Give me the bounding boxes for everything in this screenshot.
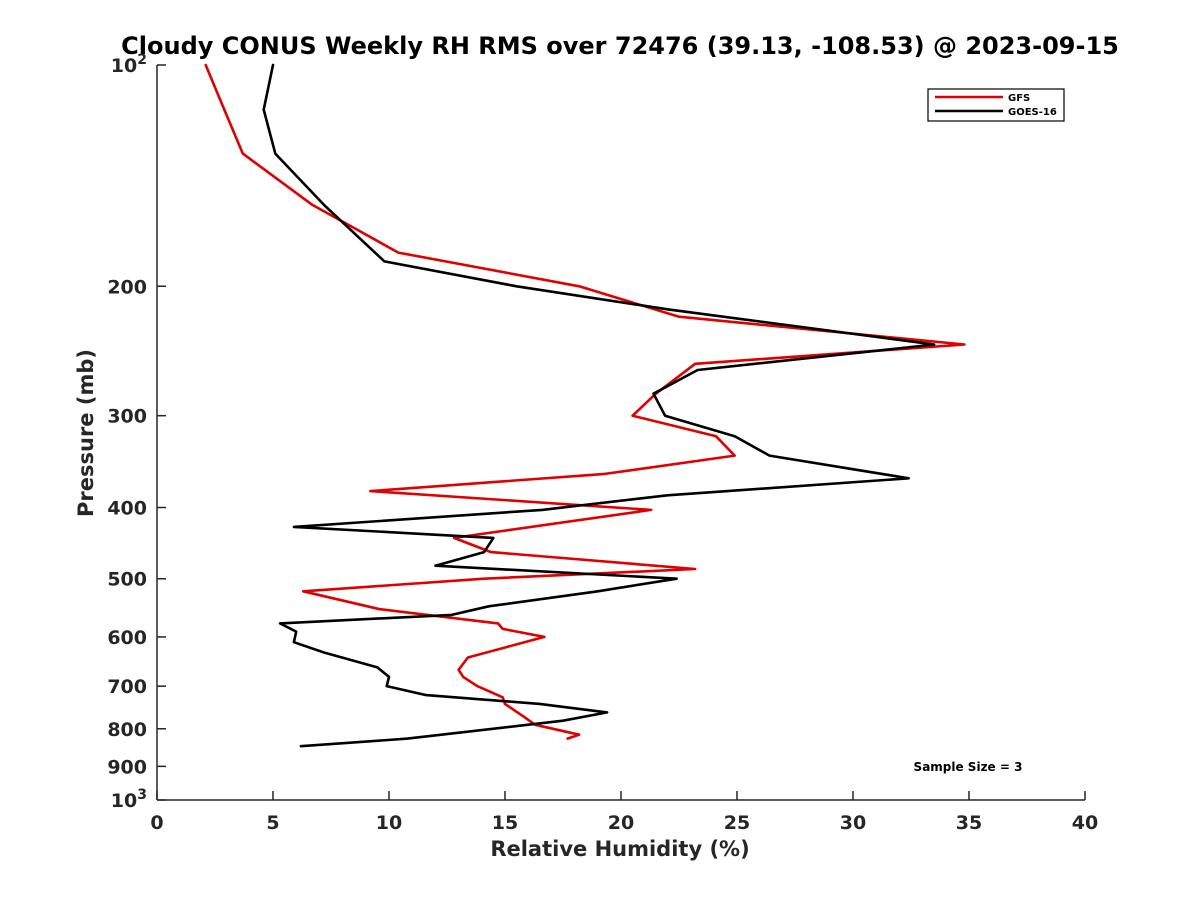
legend-box [927, 88, 1065, 122]
legend: GFS GOES-16 [927, 88, 1065, 122]
y-tick-label: 102 [111, 52, 147, 77]
x-tick-label: 0 [150, 812, 163, 834]
x-tick-label: 40 [1072, 812, 1098, 834]
y-tick-label: 200 [107, 276, 147, 298]
series-lines [204, 63, 966, 748]
y-tick-label: 300 [107, 406, 147, 428]
legend-label: GFS [1008, 93, 1030, 104]
y-tick-label: 900 [107, 756, 147, 778]
y-tick-label: 103 [111, 787, 147, 812]
x-tick-label: 25 [724, 812, 750, 834]
x-tick-label: 30 [840, 812, 866, 834]
x-axis-ticks: 0 5 10 15 20 25 30 35 40 [150, 791, 1098, 834]
series-line-gfs [204, 63, 966, 740]
legend-label: GOES-16 [1008, 107, 1057, 118]
y-tick-label: 600 [107, 627, 147, 649]
y-tick-label: 800 [107, 719, 147, 741]
x-tick-label: 15 [492, 812, 518, 834]
x-tick-label: 20 [608, 812, 634, 834]
y-axis-label: Pressure (mb) [74, 349, 98, 517]
y-tick-label: 500 [107, 569, 147, 591]
x-tick-label: 35 [956, 812, 982, 834]
y-tick-label: 700 [107, 676, 147, 698]
x-tick-label: 5 [266, 812, 279, 834]
x-axis-label: Relative Humidity (%) [490, 837, 749, 861]
x-tick-label: 10 [376, 812, 402, 834]
y-tick-label: 400 [107, 498, 147, 520]
y-tick-label-exponent: 3 [137, 787, 147, 803]
series-line-goes-16 [262, 63, 936, 748]
chart-title: Cloudy CONUS Weekly RH RMS over 72476 (3… [121, 32, 1119, 60]
y-tick-label-base: 10 [111, 790, 137, 812]
sample-size-annotation: Sample Size = 3 [914, 760, 1023, 774]
y-tick-label-base: 10 [111, 55, 137, 77]
y-tick-label-exponent: 2 [137, 52, 147, 68]
